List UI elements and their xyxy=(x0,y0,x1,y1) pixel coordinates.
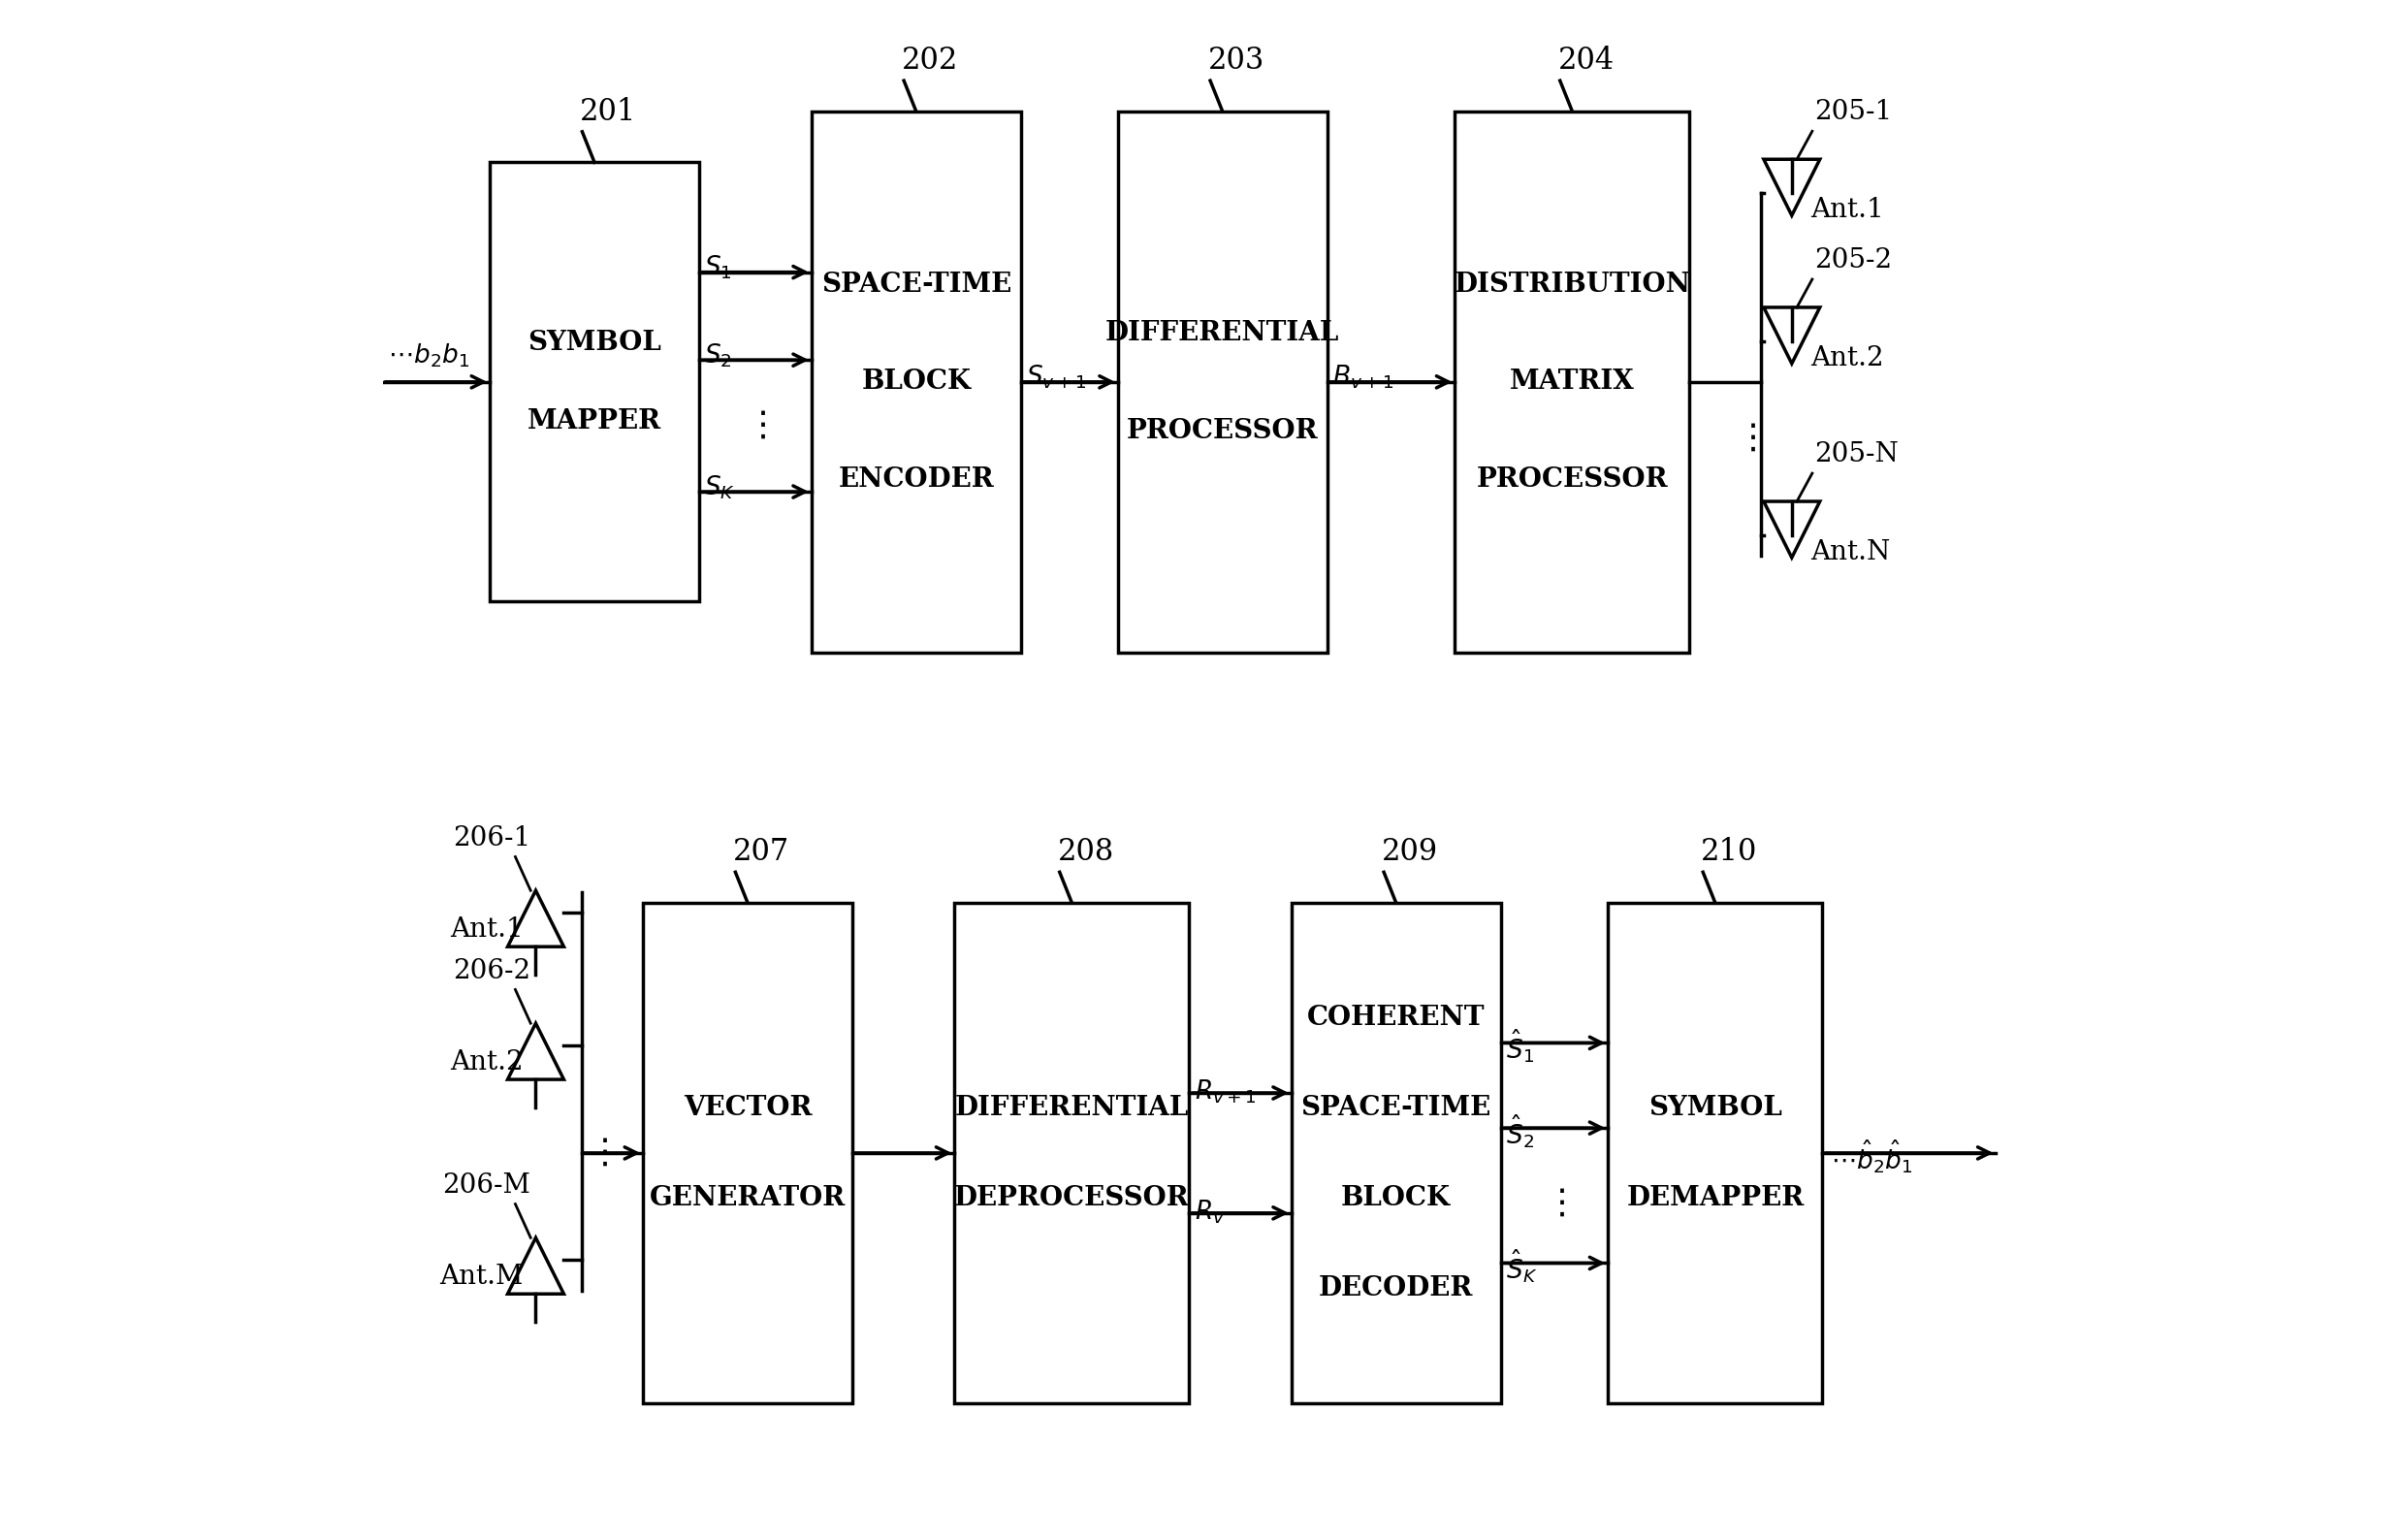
Text: 209: 209 xyxy=(1382,836,1437,867)
Text: 203: 203 xyxy=(1209,46,1264,75)
Text: DIFFERENTIAL: DIFFERENTIAL xyxy=(1106,320,1339,347)
Text: $S_{v+1}$: $S_{v+1}$ xyxy=(1027,363,1087,391)
Text: MAPPER: MAPPER xyxy=(528,408,662,434)
Text: $\hat{S}_1$: $\hat{S}_1$ xyxy=(1507,1027,1533,1066)
Text: Ant.2: Ant.2 xyxy=(1811,345,1883,371)
Text: Ant.M: Ant.M xyxy=(439,1264,523,1291)
Bar xyxy=(489,162,698,602)
Text: PROCESSOR: PROCESSOR xyxy=(1475,467,1667,493)
Text: $S_K$: $S_K$ xyxy=(705,473,736,501)
Text: 207: 207 xyxy=(734,836,789,867)
Text: SYMBOL: SYMBOL xyxy=(528,330,662,356)
Text: Ant.N: Ant.N xyxy=(1811,539,1890,565)
Text: DISTRIBUTION: DISTRIBUTION xyxy=(1454,271,1691,297)
Bar xyxy=(643,902,852,1403)
Text: $\hat{S}_K$: $\hat{S}_K$ xyxy=(1507,1247,1538,1286)
Bar xyxy=(1607,902,1823,1403)
Text: $R_v$: $R_v$ xyxy=(1195,1198,1226,1226)
Bar xyxy=(1118,111,1327,653)
Text: 205-N: 205-N xyxy=(1814,442,1898,468)
Text: 206-1: 206-1 xyxy=(453,825,530,852)
Text: 202: 202 xyxy=(902,46,960,75)
Bar xyxy=(811,111,1022,653)
Text: $S_1$: $S_1$ xyxy=(705,254,732,282)
Text: ENCODER: ENCODER xyxy=(837,467,993,493)
Text: Ant.1: Ant.1 xyxy=(1811,197,1883,223)
Text: 201: 201 xyxy=(581,97,636,126)
Text: BLOCK: BLOCK xyxy=(1341,1184,1451,1210)
Bar xyxy=(1291,902,1502,1403)
Text: SYMBOL: SYMBOL xyxy=(1648,1095,1782,1121)
Text: SPACE-TIME: SPACE-TIME xyxy=(1300,1095,1492,1121)
Text: $R_{v+1}$: $R_{v+1}$ xyxy=(1195,1078,1257,1106)
Text: 208: 208 xyxy=(1058,836,1113,867)
Text: 210: 210 xyxy=(1701,836,1758,867)
Text: DEPROCESSOR: DEPROCESSOR xyxy=(955,1184,1190,1210)
Text: MATRIX: MATRIX xyxy=(1509,368,1634,394)
Text: SPACE-TIME: SPACE-TIME xyxy=(820,271,1012,297)
Text: $\vdots$: $\vdots$ xyxy=(1734,422,1756,454)
Text: DECODER: DECODER xyxy=(1319,1275,1473,1301)
Bar xyxy=(1454,111,1689,653)
Text: 205-1: 205-1 xyxy=(1814,100,1893,126)
Text: $\vdots$: $\vdots$ xyxy=(744,410,765,442)
Text: PROCESSOR: PROCESSOR xyxy=(1128,417,1319,444)
Text: $S_2$: $S_2$ xyxy=(705,342,732,370)
Text: $\vdots$: $\vdots$ xyxy=(1543,1186,1564,1220)
Text: $\vdots$: $\vdots$ xyxy=(585,1137,607,1169)
Text: BLOCK: BLOCK xyxy=(861,368,972,394)
Text: COHERENT: COHERENT xyxy=(1307,1004,1485,1030)
Text: $\hat{S}_2$: $\hat{S}_2$ xyxy=(1507,1112,1533,1150)
Text: 206-2: 206-2 xyxy=(453,958,530,984)
Text: VECTOR: VECTOR xyxy=(684,1095,811,1121)
Text: Ant.1: Ant.1 xyxy=(451,916,523,942)
Text: 204: 204 xyxy=(1557,46,1615,75)
Text: $B_{v+1}$: $B_{v+1}$ xyxy=(1331,363,1394,391)
Text: GENERATOR: GENERATOR xyxy=(650,1184,847,1210)
Text: $\cdots \hat{b}_2 \hat{b}_1$: $\cdots \hat{b}_2 \hat{b}_1$ xyxy=(1830,1138,1912,1175)
Text: DIFFERENTIAL: DIFFERENTIAL xyxy=(955,1095,1190,1121)
Text: 205-2: 205-2 xyxy=(1814,248,1893,274)
Text: Ant.2: Ant.2 xyxy=(451,1049,523,1075)
Text: 206-M: 206-M xyxy=(441,1172,530,1198)
Text: $\cdots b_2 b_1$: $\cdots b_2 b_1$ xyxy=(389,342,470,370)
Bar xyxy=(955,902,1190,1403)
Text: DEMAPPER: DEMAPPER xyxy=(1627,1184,1804,1210)
